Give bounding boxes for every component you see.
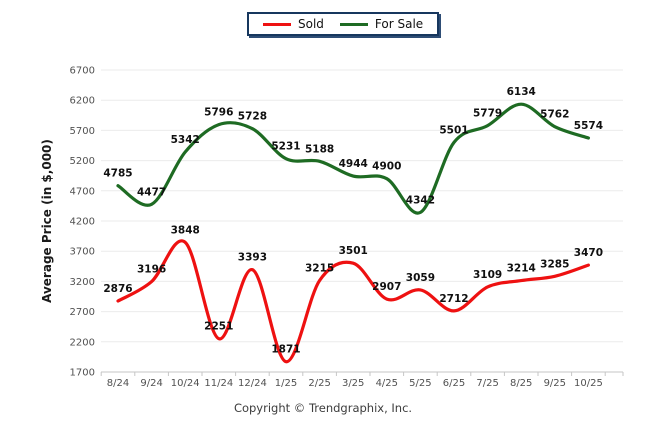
x-tick-label: 8/25	[510, 378, 532, 389]
data-label-sold: 3196	[137, 264, 166, 276]
copyright-text: Copyright © Trendgraphix, Inc.	[233, 401, 413, 415]
x-tick-label: 4/25	[376, 378, 398, 389]
data-label-sold: 3109	[473, 269, 502, 281]
data-label-for-sale: 5188	[305, 143, 334, 155]
data-label-for-sale: 5342	[171, 134, 200, 146]
y-tick-label: 4200	[70, 217, 95, 228]
y-tick-label: 5700	[70, 126, 95, 137]
for-sale-line-swatch	[339, 22, 368, 26]
x-tick-label: 6/25	[443, 378, 465, 389]
x-tick-label: 10/25	[574, 378, 603, 389]
x-tick-label: 1/25	[275, 378, 297, 389]
x-tick-label: 9/25	[544, 378, 566, 389]
data-label-for-sale: 5796	[204, 107, 233, 119]
legend: Sold For Sale	[247, 12, 440, 36]
x-tick-label: 12/24	[238, 378, 267, 389]
legend-label-for-sale: For Sale	[374, 17, 424, 31]
y-tick-label: 2200	[70, 337, 95, 348]
legend-item-for-sale: For Sale	[339, 17, 424, 31]
x-tick-label: 7/25	[476, 378, 498, 389]
data-label-sold: 3501	[339, 245, 368, 257]
data-label-sold: 3393	[238, 252, 267, 264]
data-label-sold: 2251	[204, 321, 233, 333]
data-label-sold: 1871	[271, 344, 300, 356]
y-tick-label: 2700	[70, 307, 95, 318]
x-tick-label: 11/24	[204, 378, 233, 389]
data-label-for-sale: 4785	[103, 168, 132, 180]
data-label-for-sale: 5501	[439, 124, 468, 136]
legend-label-sold: Sold	[298, 17, 324, 31]
data-label-sold: 2907	[372, 281, 401, 293]
x-tick-label: 3/25	[342, 378, 364, 389]
x-tick-label: 9/24	[140, 378, 162, 389]
x-tick-label: 5/25	[409, 378, 431, 389]
data-label-for-sale: 5779	[473, 108, 502, 120]
series-line-for-sale	[116, 102, 590, 215]
y-tick-label: 5200	[70, 156, 95, 167]
data-label-sold: 3470	[574, 247, 603, 259]
y-tick-label: 3700	[70, 247, 95, 258]
data-label-sold: 3285	[540, 258, 569, 270]
data-label-for-sale: 5574	[574, 120, 603, 132]
data-label-for-sale: 6134	[507, 86, 536, 98]
y-tick-label: 6200	[70, 96, 95, 107]
data-label-sold: 3214	[507, 263, 536, 275]
x-tick-label: 8/24	[107, 378, 129, 389]
data-label-for-sale: 4477	[137, 186, 166, 198]
data-label-for-sale: 4944	[339, 158, 368, 170]
y-tick-label: 4700	[70, 186, 95, 197]
sold-line-swatch	[263, 22, 291, 26]
x-tick-label: 2/25	[308, 378, 330, 389]
data-label-for-sale: 4342	[406, 194, 435, 206]
data-label-for-sale: 5728	[238, 111, 267, 123]
x-tick-label: 10/24	[171, 378, 200, 389]
data-label-for-sale: 5231	[271, 141, 300, 153]
data-label-sold: 2712	[439, 293, 468, 305]
data-label-sold: 3059	[406, 272, 435, 284]
data-label-sold: 3215	[305, 263, 334, 275]
legend-item-sold: Sold	[263, 18, 324, 30]
y-tick-label: 1700	[70, 368, 95, 379]
y-tick-label: 6700	[70, 66, 95, 77]
data-label-for-sale: 4900	[372, 161, 401, 173]
y-tick-label: 3200	[70, 277, 95, 288]
series-line-sold	[116, 239, 590, 364]
data-label-sold: 2876	[103, 283, 132, 295]
data-label-for-sale: 5762	[540, 109, 569, 121]
data-label-sold: 3848	[171, 224, 200, 236]
